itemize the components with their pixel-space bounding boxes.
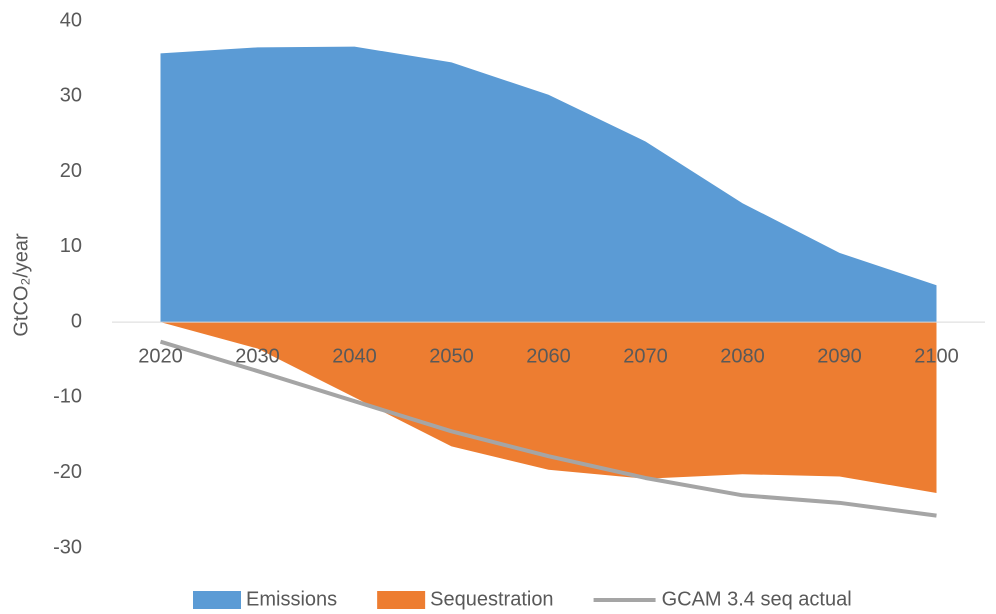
y-tick-label: 30: [60, 85, 82, 107]
y-tick-label: 0: [71, 310, 82, 332]
x-tick-label: 2020: [138, 345, 183, 367]
y-axis-title: GtCO₂/year: [10, 233, 32, 337]
x-tick-label: 2060: [526, 345, 571, 367]
y-tick-label: -10: [53, 386, 82, 408]
legend-swatch: [377, 591, 426, 609]
x-tick-label: 2070: [623, 345, 668, 367]
x-tick-label: 2050: [429, 345, 474, 367]
y-tick-label: -20: [53, 461, 82, 483]
y-tick-label: -30: [53, 536, 82, 558]
y-tick-label: 40: [60, 9, 82, 31]
line: [159, 339, 937, 518]
x-tick-label: 2080: [720, 345, 765, 367]
legend-label: Emissions: [246, 588, 337, 610]
x-tick-label: 2040: [332, 345, 377, 367]
x-tick-label: 2030: [235, 345, 280, 367]
legend-label: Sequestration: [430, 588, 553, 610]
y-tick-label: 10: [60, 235, 82, 257]
x-tick-label: 2090: [817, 345, 862, 367]
x-tick-label: 2100: [914, 345, 959, 367]
legend-label: GCAM 3.4 seq actual: [662, 588, 852, 610]
area: [160, 46, 937, 323]
y-tick-label: 20: [60, 160, 82, 182]
legend-swatch: [193, 591, 241, 609]
area: [160, 322, 937, 494]
